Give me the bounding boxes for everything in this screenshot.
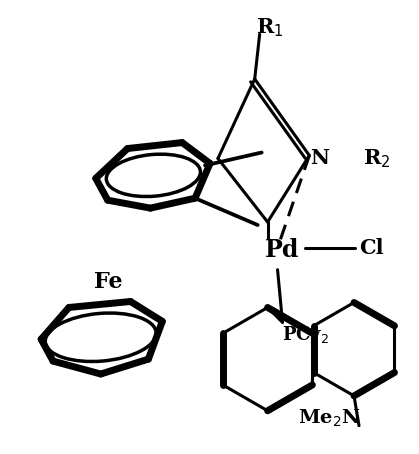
Text: PCy$_2$: PCy$_2$	[282, 324, 329, 346]
Text: R$_2$: R$_2$	[363, 147, 391, 170]
Text: R$_1$: R$_1$	[256, 16, 283, 39]
Text: Me$_2$N: Me$_2$N	[298, 408, 360, 429]
Text: Fe: Fe	[94, 271, 123, 293]
Text: Pd: Pd	[265, 238, 300, 262]
Text: Cl: Cl	[360, 238, 384, 258]
Text: N: N	[310, 148, 329, 168]
